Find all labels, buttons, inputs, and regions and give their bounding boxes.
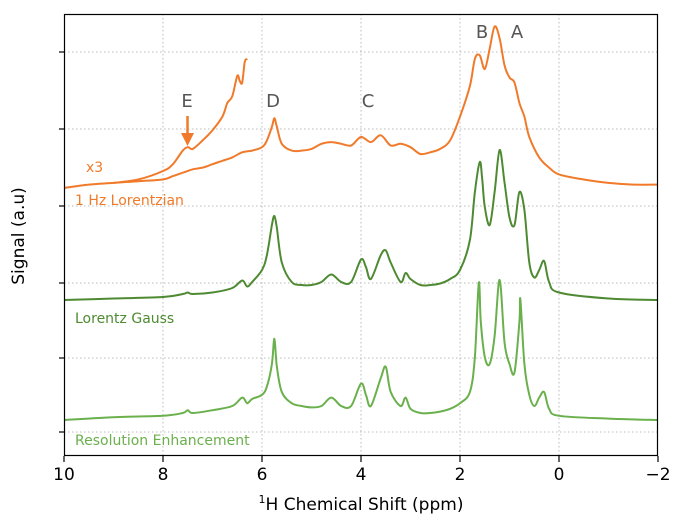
x-tick-label: −2 — [645, 465, 670, 485]
plot-frame — [63, 13, 659, 457]
grid — [64, 14, 658, 456]
label-resolution-enhancement: Resolution Enhancement — [75, 433, 250, 449]
series-line-1 — [63, 148, 659, 301]
x-axis-title: 1H Chemical Shift (ppm) — [259, 493, 464, 515]
x-tick-label: 8 — [158, 465, 169, 485]
series-line-2 — [63, 278, 659, 421]
peak-label-c: C — [362, 91, 375, 112]
spectra — [63, 25, 659, 421]
peak-label-d: D — [266, 91, 280, 112]
x-tick-label: 0 — [554, 465, 565, 485]
series-line-0 — [63, 25, 659, 189]
peak-label-a: A — [511, 22, 524, 43]
x-tick-label: 10 — [53, 465, 75, 485]
axis-ticks: 10 8 6 4 2 0 −2 — [53, 51, 671, 485]
series-line-x3 — [113, 57, 248, 184]
peak-e-arrow — [181, 116, 194, 146]
annotations: x3 1 Hz Lorentzian Lorentz Gauss Resolut… — [75, 22, 524, 449]
x-tick-label: 2 — [455, 465, 466, 485]
peak-label-e: E — [181, 91, 192, 112]
x-axis-title-superscript: 1 — [259, 493, 266, 506]
peak-label-b: B — [476, 22, 488, 43]
label-lorentz-gauss: Lorentz Gauss — [75, 311, 174, 327]
label-x3: x3 — [86, 160, 103, 176]
x-tick-label: 4 — [356, 465, 367, 485]
label-1hz-lorentzian: 1 Hz Lorentzian — [75, 193, 184, 209]
y-axis-title: Signal (a.u) — [9, 187, 29, 284]
x-tick-label: 6 — [257, 465, 268, 485]
x-axis-title-text: H Chemical Shift (ppm) — [266, 495, 464, 515]
